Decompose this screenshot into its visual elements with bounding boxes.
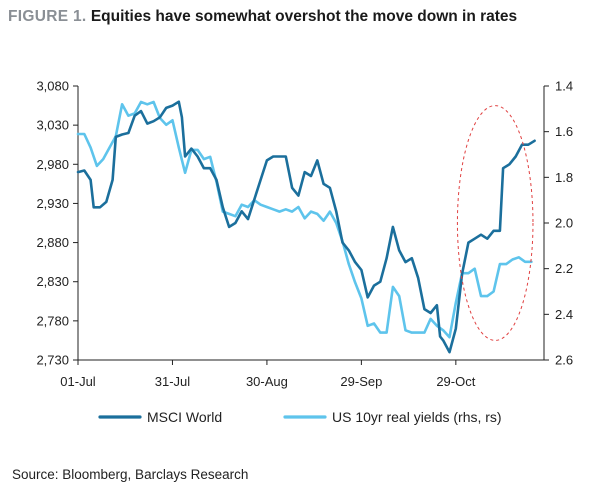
x-tick-label: 01-Jul <box>60 374 96 389</box>
y-left-tick-label: 2,880 <box>36 235 69 250</box>
axes: 2,730 2,780 2,830 2,880 2,930 2,980 3,030 3,080… <box>36 79 573 390</box>
x-tick-label: 31-Jul <box>155 374 191 389</box>
y-left-tick-label: 2,730 <box>36 353 69 368</box>
y-left-tick-label: 2,780 <box>36 313 69 328</box>
annotations <box>456 105 534 341</box>
legend: MSCI World US 10yr real yields (rhs, rs) <box>98 409 502 425</box>
series-lines <box>76 100 536 354</box>
y-right-tick-label: 2.6 <box>555 353 573 368</box>
chart-title: FIGURE 1. Equities have somewhat oversho… <box>8 8 517 26</box>
y-left-tick-label: 2,980 <box>36 157 69 172</box>
y-right-tick-label: 1.4 <box>555 79 573 94</box>
y-right-tick-label: 2.0 <box>555 216 573 231</box>
source-note: Source: Bloomberg, Barclays Research <box>12 467 249 482</box>
highlight-ellipse <box>456 105 534 341</box>
series-line-msci-world <box>76 100 536 354</box>
legend-item-msci-world-label: MSCI World <box>147 409 222 425</box>
y-left-tick-label: 3,080 <box>36 79 69 94</box>
y-right-tick-label: 1.6 <box>555 124 573 139</box>
series-line-us-real-yields <box>76 100 533 339</box>
x-tick-label: 29-Oct <box>436 374 475 389</box>
y-left-tick-label: 2,930 <box>36 196 69 211</box>
y-left-tick-label: 3,030 <box>36 118 69 133</box>
legend-item-us-real-yields-label: US 10yr real yields (rhs, rs) <box>332 409 502 425</box>
figure-title: Equities have somewhat overshot the move… <box>90 8 518 25</box>
figure-label: FIGURE 1. <box>8 8 87 25</box>
y-right-tick-label: 2.4 <box>555 307 573 322</box>
x-tick-label: 29-Sep <box>340 374 382 389</box>
y-right-tick-label: 2.2 <box>555 261 573 276</box>
y-right-tick-label: 1.8 <box>555 170 573 185</box>
x-tick-label: 30-Aug <box>246 374 288 389</box>
y-left-tick-label: 2,830 <box>36 274 69 289</box>
